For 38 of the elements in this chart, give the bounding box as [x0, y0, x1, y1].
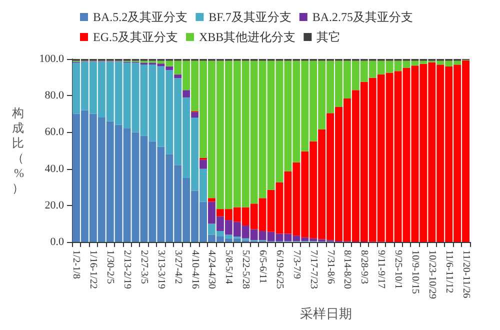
x-tick-label: 9/11-9/17 [376, 250, 387, 289]
x-tick-label: 7/3-7/9 [290, 250, 302, 279]
x-tick-label: 7/31-8/6 [324, 250, 336, 284]
x-tick-label: 9/25-10/1 [392, 250, 404, 289]
x-tick-label: 11/6-11/12 [443, 250, 454, 294]
x-tick-label: 4/10-4/16 [189, 250, 200, 289]
x-tick-label: 8/14-8/20 [342, 250, 353, 289]
x-tick-label: 11/20-11/26 [460, 250, 472, 298]
x-tick-label: 2/27-3/5 [138, 250, 150, 284]
legend-label: BF.7及其亚分支 [208, 10, 292, 24]
y-axis-title: 构成比（%） [11, 106, 24, 195]
y-tick-label: 20.0 [44, 199, 64, 212]
y-tick-label: 40.0 [44, 162, 64, 175]
x-tick-label: 1/30-2/5 [104, 250, 116, 284]
x-tick-label: 2/13-2/19 [122, 250, 133, 289]
x-axis-title: 采样日期 [300, 306, 352, 321]
x-tick-label: 6/5-6/11 [257, 250, 268, 284]
x-tick-label: 10/23-10/29 [426, 250, 438, 299]
x-tick-label: 10/9-10/15 [409, 250, 420, 294]
y-tick-label: 60.0 [44, 126, 64, 138]
y-tick-label: 0.0 [50, 236, 64, 248]
legend-label: BA.2.75及其亚分支 [312, 10, 414, 24]
x-tick-label: 6/19-6/25 [274, 250, 285, 289]
x-tick-label: 8/28-9/3 [358, 250, 370, 284]
legend-label: BA.5.2及其亚分支 [93, 10, 188, 24]
x-tick-label: 3/13-3/19 [155, 250, 166, 289]
x-tick-label: 3/27-4/2 [172, 250, 184, 284]
x-tick-label: 5/8-5/14 [223, 250, 234, 284]
y-tick-label: 80.0 [44, 90, 64, 102]
x-tick-label: 1/16-1/22 [88, 250, 99, 289]
legend-label: XBB其他进化分支 [198, 30, 296, 44]
x-tick-label: 1/2-1/8 [70, 250, 82, 279]
legend-label: 其它 [316, 30, 341, 44]
y-tick-label: 100.0 [39, 53, 64, 65]
x-tick-label: 7/17-7/23 [308, 250, 319, 289]
legend-label: EG.5及其亚分支 [93, 30, 178, 44]
x-tick-label: 4/24-4/30 [206, 250, 218, 289]
x-tick-label: 5/22-5/28 [240, 250, 252, 289]
